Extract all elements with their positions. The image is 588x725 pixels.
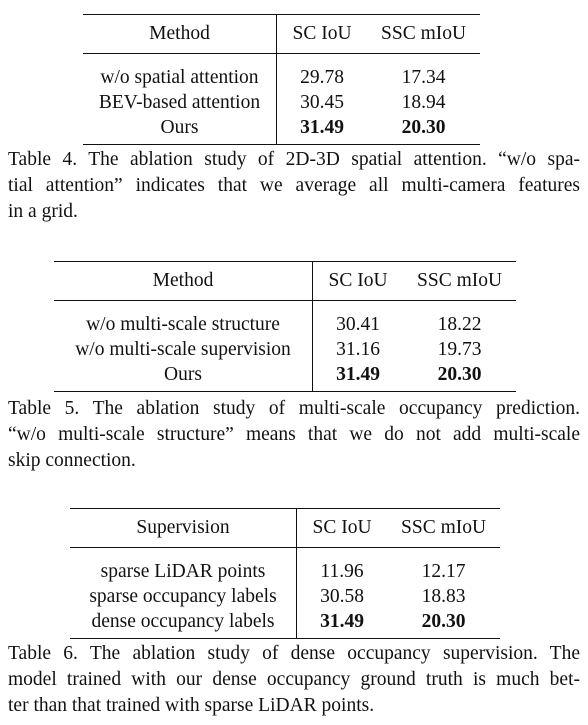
caption-line: in a grid. (8, 201, 78, 222)
column-header-method: Method (149, 23, 210, 44)
row-label: sparse LiDAR points (100, 561, 266, 582)
row-label: w/o multi-scale structure (86, 314, 280, 335)
ssc-miou-cell: 17.34 (401, 67, 446, 88)
ssc-miou-cell: 18.94 (401, 92, 446, 113)
table-row: Ours 31.49 20.30 (83, 115, 480, 145)
ssc-miou-cell: 19.73 (437, 339, 482, 360)
sc-iou-cell-best: 31.49 (312, 362, 403, 392)
table-6: Supervision SC IoU SSC mIoU sparse LiDAR… (70, 508, 501, 639)
sc-iou-cell-best: 31.49 (276, 115, 367, 145)
table-4-caption: Table 4. The ablation study of 2D-3D spa… (8, 147, 580, 225)
column-header-ssc-miou: SSC mIoU (401, 517, 487, 538)
row-label: Ours (164, 364, 202, 385)
row-label: Ours (160, 117, 199, 138)
table-row: w/o multi-scale structure 30.41 18.22 (54, 300, 516, 337)
column-header-supervision: Supervision (136, 517, 230, 538)
table-row: Ours 31.49 20.30 (54, 362, 516, 392)
row-label: sparse occupancy labels (89, 586, 277, 607)
table-row: sparse occupancy labels 30.58 18.83 (70, 584, 500, 609)
table-row: sparse LiDAR points 11.96 12.17 (70, 547, 500, 584)
table-5: Method SC IoU SSC mIoU w/o multi-scale s… (54, 261, 517, 392)
caption-line: Table 4. The ablation study of 2D-3D spa… (8, 149, 580, 170)
table-row: dense occupancy labels 31.49 20.30 (70, 609, 500, 639)
caption-line: “w/o multi-scale structure” means that w… (8, 424, 580, 445)
column-header-sc-iou: SC IoU (276, 14, 367, 54)
table-row: w/o multi-scale supervision 31.16 19.73 (54, 337, 516, 362)
column-header-sc-iou: SC IoU (312, 261, 403, 301)
header-row: Method SC IoU SSC mIoU (83, 14, 480, 54)
table-6-caption: Table 6. The ablation study of dense occ… (8, 641, 580, 719)
caption-line: tial attention” indicates that we averag… (8, 175, 580, 196)
sc-iou-cell: 30.41 (312, 300, 403, 337)
table-4: Method SC IoU SSC mIoU w/o spatial atten… (83, 14, 481, 145)
table-row: BEV-based attention 30.45 18.94 (83, 90, 480, 115)
header-row: Supervision SC IoU SSC mIoU (70, 508, 500, 548)
ssc-miou-cell-best: 20.30 (421, 611, 466, 632)
row-label: w/o multi-scale supervision (75, 339, 291, 360)
caption-line: ter than that trained with sparse LiDAR … (8, 695, 375, 716)
caption-line: Table 5. The ablation study of multi-sca… (8, 398, 580, 419)
sc-iou-cell: 11.96 (296, 547, 387, 584)
column-header-sc-iou: SC IoU (296, 508, 387, 548)
header-row: Method SC IoU SSC mIoU (54, 261, 516, 301)
column-header-ssc-miou: SSC mIoU (417, 270, 503, 291)
column-header-method: Method (152, 270, 214, 291)
ssc-miou-cell-best: 20.30 (437, 364, 482, 385)
ssc-miou-cell: 18.22 (437, 314, 482, 335)
row-label: dense occupancy labels (91, 611, 275, 632)
ssc-miou-cell: 18.83 (421, 586, 466, 607)
sc-iou-cell: 31.16 (312, 337, 403, 362)
sc-iou-cell: 29.78 (276, 53, 367, 90)
ssc-miou-cell-best: 20.30 (401, 117, 446, 138)
row-label: w/o spatial attention (100, 67, 259, 88)
sc-iou-cell-best: 31.49 (296, 609, 387, 639)
column-header-ssc-miou: SSC mIoU (381, 23, 467, 44)
sc-iou-cell: 30.45 (276, 90, 367, 115)
caption-line: Table 6. The ablation study of dense occ… (8, 643, 580, 664)
row-label: BEV-based attention (98, 92, 261, 113)
table-row: w/o spatial attention 29.78 17.34 (83, 53, 480, 90)
caption-line: skip connection. (8, 450, 136, 471)
sc-iou-cell: 30.58 (296, 584, 387, 609)
caption-line: model trained with our dense occupancy g… (8, 669, 580, 690)
ssc-miou-cell: 12.17 (421, 561, 466, 582)
table-5-caption: Table 5. The ablation study of multi-sca… (8, 396, 580, 474)
